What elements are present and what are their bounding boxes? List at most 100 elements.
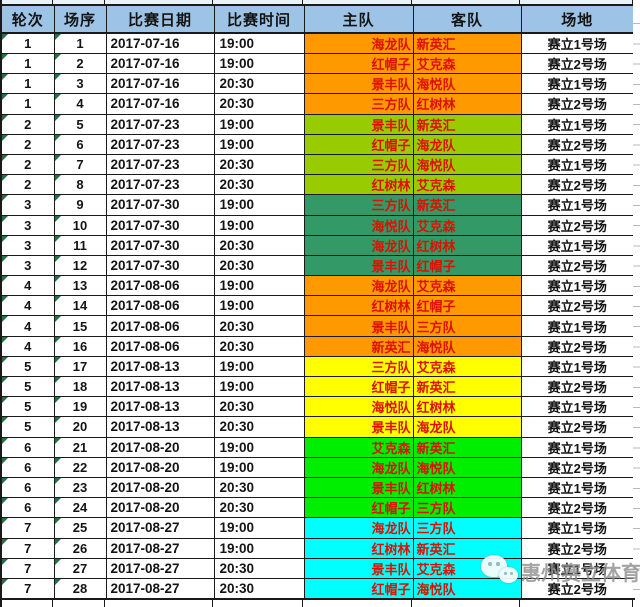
cell-home: 红帽子 — [303, 577, 414, 600]
cell-venue: 赛立2号场 — [520, 214, 635, 236]
cell-match: 6 — [53, 133, 107, 155]
cell-match: 8 — [53, 174, 107, 196]
cell-corner-triangle-icon — [55, 195, 61, 202]
table-row: 3 12 2017-07-30 20:30 景丰队 红帽子 赛立2号场 — [0, 254, 635, 277]
cell-venue: 赛立2号场 — [520, 577, 635, 600]
cell-time: 20:30 — [213, 234, 305, 256]
table-row: 4 15 2017-08-06 20:30 景丰队 三方队 赛立1号场 — [0, 315, 635, 337]
cell-round: 6 — [0, 456, 55, 478]
table-row: 2 6 2017-07-23 19:00 红帽子 海龙队 赛立2号场 — [0, 133, 635, 155]
cell-corner-triangle-icon — [2, 34, 8, 40]
cell-match: 24 — [53, 497, 107, 519]
cell-time: 20:30 — [213, 315, 305, 337]
cell-corner-triangle-icon — [2, 155, 8, 161]
cell-date: 2017-08-06 — [105, 275, 215, 297]
cell-away: 新英汇 — [412, 375, 522, 398]
cell-time: 20:30 — [213, 577, 305, 600]
cell-corner-triangle-icon — [55, 357, 61, 363]
cell-corner-triangle-icon — [55, 276, 61, 283]
cell-corner-triangle-icon — [2, 195, 8, 202]
cell-home: 红帽子 — [303, 52, 414, 75]
cell-time: 19:00 — [213, 275, 305, 297]
cell-time: 20:30 — [213, 93, 305, 115]
cell-date: 2017-07-23 — [105, 153, 215, 176]
cell-away: 海悦队 — [412, 73, 522, 95]
cell-time: 19:00 — [213, 355, 305, 378]
cell-away: 艾克森 — [412, 52, 522, 75]
cell-round: 5 — [0, 396, 55, 418]
cell-corner-triangle-icon — [2, 397, 8, 404]
cell-home: 景丰队 — [303, 315, 414, 337]
cell-home: 海龙队 — [303, 234, 414, 256]
cell-round: 4 — [0, 315, 55, 337]
cell-venue: 赛立2号场 — [520, 335, 635, 357]
cell-corner-triangle-icon — [2, 94, 8, 101]
cell-home: 海龙队 — [303, 32, 414, 54]
table-row: 1 4 2017-07-16 20:30 三方队 红树林 赛立2号场 — [0, 93, 635, 115]
cell-date: 2017-08-06 — [105, 315, 215, 337]
cell-time: 19:00 — [213, 295, 305, 317]
cell-corner-triangle-icon — [55, 135, 61, 141]
cell-round: 2 — [0, 174, 55, 196]
cell-home: 景丰队 — [303, 557, 414, 579]
cell-home: 三方队 — [303, 194, 414, 216]
cell-date: 2017-08-20 — [105, 436, 215, 458]
cell-match: 19 — [53, 396, 107, 418]
table-row: 5 19 2017-08-13 20:30 海悦队 红树林 赛立1号场 — [0, 396, 635, 418]
cell-match: 23 — [53, 476, 107, 499]
cell-match: 17 — [53, 355, 107, 378]
table-row: 4 13 2017-08-06 19:00 海龙队 艾克森 赛立1号场 — [0, 275, 635, 297]
cell-home: 三方队 — [303, 355, 414, 378]
cell-venue: 赛立1号场 — [520, 275, 635, 297]
cell-away: 艾克森 — [412, 275, 522, 297]
table-row: 6 24 2017-08-20 20:30 红帽子 三方队 赛立2号场 — [0, 497, 635, 519]
cell-time: 19:00 — [213, 113, 305, 135]
cell-round: 3 — [0, 234, 55, 256]
table-row: 4 16 2017-08-06 20:30 新英汇 海悦队 赛立2号场 — [0, 335, 635, 357]
cell-corner-triangle-icon — [2, 216, 8, 222]
cell-home: 海龙队 — [303, 456, 414, 478]
cell-corner-triangle-icon — [55, 559, 61, 565]
cell-time: 20:30 — [213, 153, 305, 176]
cell-corner-triangle-icon — [55, 34, 61, 40]
cell-date: 2017-07-30 — [105, 214, 215, 236]
table-row: 5 20 2017-08-13 20:30 景丰队 海龙队 赛立2号场 — [0, 416, 635, 438]
table-row: 6 22 2017-08-20 19:00 海龙队 海悦队 赛立2号场 — [0, 456, 635, 478]
cell-date: 2017-08-13 — [105, 416, 215, 438]
cell-round: 5 — [0, 375, 55, 398]
cell-round: 5 — [0, 355, 55, 378]
cell-venue: 赛立1号场 — [520, 73, 635, 95]
cell-corner-triangle-icon — [2, 357, 8, 363]
cell-home: 景丰队 — [303, 113, 414, 135]
cell-home: 红帽子 — [303, 497, 414, 519]
cell-venue: 赛立2号场 — [520, 254, 635, 277]
cell-corner-triangle-icon — [55, 417, 61, 424]
table-row: 5 18 2017-08-13 19:00 红帽子 新英汇 赛立2号场 — [0, 375, 635, 398]
cell-venue: 赛立1号场 — [520, 315, 635, 337]
cell-venue: 赛立1号场 — [520, 476, 635, 499]
cell-venue: 赛立1号场 — [520, 436, 635, 458]
match-schedule-table: 轮次 场序 比赛日期 比赛时间 主队 客队 场地 1 1 2017-07-16 19:… — [0, 4, 635, 600]
cell-venue: 赛立2号场 — [520, 375, 635, 398]
cell-venue: 赛立1号场 — [520, 194, 635, 216]
cell-venue: 赛立1号场 — [520, 517, 635, 539]
cell-date: 2017-08-20 — [105, 497, 215, 519]
cell-corner-triangle-icon — [55, 74, 61, 81]
cell-venue: 赛立1号场 — [520, 234, 635, 256]
cell-round: 7 — [0, 537, 55, 559]
cell-round: 4 — [0, 275, 55, 297]
cell-away: 三方队 — [412, 315, 522, 337]
cell-corner-triangle-icon — [55, 458, 61, 464]
table-row: 7 25 2017-08-27 19:00 海龙队 三方队 赛立1号场 — [0, 517, 635, 539]
cell-away: 海龙队 — [412, 133, 522, 155]
cell-corner-triangle-icon — [2, 478, 8, 484]
cell-home: 景丰队 — [303, 73, 414, 95]
cell-time: 20:30 — [213, 174, 305, 196]
cell-match: 14 — [53, 295, 107, 317]
cell-match: 21 — [53, 436, 107, 458]
table-row: 3 9 2017-07-30 19:00 三方队 新英汇 赛立1号场 — [0, 194, 635, 216]
cell-date: 2017-07-30 — [105, 194, 215, 216]
cell-away: 艾克森 — [412, 355, 522, 378]
cell-venue: 赛立1号场 — [520, 355, 635, 378]
